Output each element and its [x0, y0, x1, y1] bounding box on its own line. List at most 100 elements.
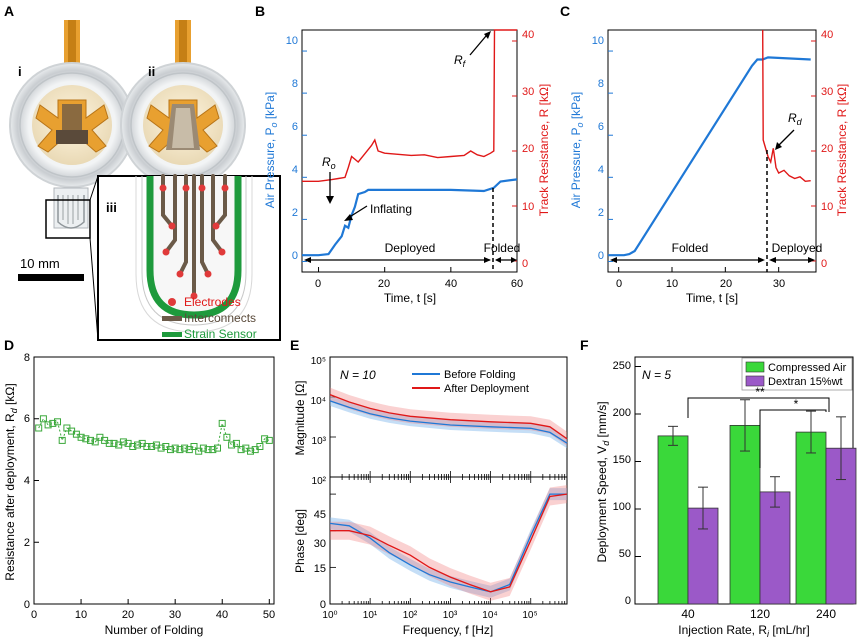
legend-strain-sensor: Strain Sensor: [184, 327, 257, 341]
panel-d-yticklabels: 0 2 4 6 8: [24, 352, 30, 611]
e-mag-after-line: [329, 393, 568, 440]
f-sig-bracket-1: [687, 397, 830, 418]
b-ytick-8: 8: [292, 78, 298, 90]
d-point: [218, 419, 226, 427]
d-ytick-0: 0: [24, 599, 30, 611]
d-point: [199, 444, 207, 452]
b-xtick-40: 40: [445, 278, 457, 290]
d-point: [91, 438, 99, 446]
panel-c-ylabel-right: Track Resistance, R [kΩ]: [835, 84, 849, 217]
scale-bar-label: 10 mm: [20, 256, 60, 271]
b-rtick-0: 0: [522, 258, 528, 270]
c-rd-arrow: [777, 129, 795, 147]
c-ytick-2: 2: [598, 207, 604, 219]
f-ytick-250: 250: [613, 360, 631, 372]
legend-electrodes: Electrodes: [184, 295, 241, 309]
e-phase-tick-45: 45: [314, 509, 326, 521]
panel-d-chart: 0 2 4 6 8 0 10 20 30 40 50 Number of Fol…: [3, 352, 275, 637]
c-xtick-20: 20: [720, 278, 732, 290]
c-ytick-4: 4: [598, 164, 604, 176]
c-ytick-8: 8: [598, 78, 604, 90]
f-xtick-240: 240: [816, 607, 836, 621]
panel-d-xticklabels: 0 10 20 30 40 50: [31, 609, 275, 621]
d-point: [105, 439, 113, 447]
b-span-deployed: Deployed: [385, 241, 436, 255]
d-point: [204, 446, 212, 454]
c-deployed-left-head: [769, 257, 776, 263]
d-xtick-40: 40: [216, 609, 228, 621]
e-xtick-1e2: 10²: [403, 610, 418, 621]
f-sig-1: **: [755, 385, 765, 399]
sub-label-i: i: [18, 64, 22, 79]
b-annot-rf: Rf: [454, 53, 467, 69]
sub-label-iii: iii: [106, 200, 117, 215]
b-ytick-2: 2: [292, 207, 298, 219]
c-folded-left-head: [610, 257, 617, 263]
panel-d-ylabel: Resistance after deployment, Rd [kΩ]: [3, 383, 19, 580]
panel-e-chart: N = 10 Before Folding After Deployment 1…: [293, 356, 568, 637]
probe-tip-photo: [53, 187, 89, 229]
e-mag-after-band: [330, 387, 567, 446]
d-point: [129, 443, 137, 450]
c-series-air-pressure: [608, 56, 811, 257]
panel-c-ticks: [608, 40, 816, 272]
d-point: [167, 446, 174, 454]
zoom-box-small: [45, 199, 91, 239]
b-xtick-0: 0: [315, 278, 321, 290]
c-ytick-0: 0: [598, 250, 604, 262]
c-ytick-10: 10: [592, 35, 604, 47]
b-rf-arrow: [469, 35, 487, 56]
e-phase-tick-30: 30: [314, 538, 326, 550]
f-legend-compressed-air: Compressed Air: [768, 362, 847, 374]
c-rtick-10: 10: [821, 201, 833, 213]
b-xtick-60: 60: [511, 278, 523, 290]
b-annot-ro: Ro: [322, 155, 336, 171]
b-inflating-arrow: [347, 205, 368, 219]
c-xtick-10: 10: [666, 278, 678, 290]
d-point: [214, 444, 221, 452]
device-i-photo: [9, 20, 135, 188]
f-sig-bracket-2: [759, 409, 827, 468]
panel-f-bars: [657, 399, 857, 605]
panel-b-xticklabels: 0 20 40 60: [315, 278, 523, 290]
panel-b-right-ticklabels: 0 10 20 30 40: [522, 29, 534, 270]
e-ytick-1e2: 10²: [312, 476, 327, 487]
e-xtick-1e1: 10¹: [363, 610, 378, 621]
d-ytick-4: 4: [24, 475, 30, 487]
b-rtick-40: 40: [522, 29, 534, 41]
schematic-electrodes: [159, 184, 229, 300]
device-ii-photo: [120, 20, 246, 188]
b-rtick-10: 10: [522, 201, 534, 213]
e-ytick-1e5: 10⁵: [311, 356, 326, 367]
f-legend-dextran: Dextran 15%wt: [768, 376, 843, 388]
d-point: [119, 438, 127, 446]
d-point: [228, 441, 236, 449]
scale-bar: [18, 274, 84, 281]
e-xtick-1e5: 10⁵: [522, 610, 537, 621]
d-ytick-8: 8: [24, 352, 30, 364]
panel-e-bottom-yticklabels: 0 15 30 45: [314, 509, 326, 611]
d-point: [261, 435, 269, 443]
d-xtick-0: 0: [31, 609, 37, 621]
f-bar-compressed-air-40: [657, 435, 689, 605]
d-point: [209, 446, 217, 454]
c-rtick-20: 20: [821, 143, 833, 155]
d-point: [247, 447, 254, 455]
b-ytick-10: 10: [286, 35, 298, 47]
panel-f-ylabel: Deployment Speed, Vd [mm/s]: [595, 401, 611, 562]
panel-f-legend: Compressed Air Dextran 15%wt: [741, 357, 853, 391]
panel-label-f: F: [580, 337, 589, 353]
d-point: [35, 424, 43, 432]
f-bar-dextran-120: [759, 491, 791, 605]
d-point: [223, 433, 231, 441]
panel-f-xticklabels: 40 120 240: [681, 607, 836, 621]
b-xtick-20: 20: [378, 278, 390, 290]
zoom-line-bottom: [89, 237, 99, 341]
panel-f-xlabel: Injection Rate, Ri [mL/hr]: [678, 623, 809, 638]
d-point: [256, 443, 264, 450]
c-annot-rd: Rd: [788, 111, 803, 127]
d-point: [171, 444, 179, 452]
e-xtick-1e4: 10⁴: [482, 610, 497, 621]
panel-label-a: A: [4, 3, 14, 19]
